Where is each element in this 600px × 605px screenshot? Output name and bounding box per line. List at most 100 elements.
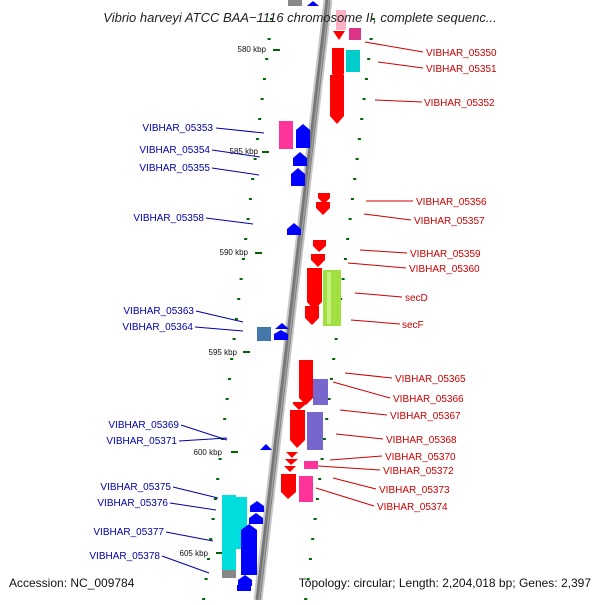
gene-arrow[interactable] [296, 124, 310, 148]
gene-feature[interactable] [222, 570, 236, 578]
gene-feature[interactable] [288, 0, 302, 6]
gene-feature[interactable] [346, 50, 360, 72]
gene-arrow[interactable] [332, 48, 344, 80]
gene-arrow[interactable] [286, 452, 298, 458]
guide-dot [241, 258, 245, 260]
scale-label: 605 kbp [180, 549, 209, 558]
gene-arrow[interactable] [330, 75, 344, 124]
gene-label[interactable]: VIBHAR_05363 [123, 306, 194, 317]
gene-arrow[interactable] [284, 466, 296, 472]
gene-feature[interactable] [279, 121, 293, 149]
gene-arrow[interactable] [287, 223, 301, 235]
gene-label[interactable]: VIBHAR_05367 [390, 411, 461, 422]
gene-label[interactable]: VIBHAR_05353 [142, 123, 213, 134]
guide-dot [362, 98, 366, 100]
guide-dot [325, 418, 329, 420]
gene-label[interactable]: VIBHAR_05366 [393, 394, 464, 405]
gene-label[interactable]: VIBHAR_05370 [385, 452, 456, 463]
gene-arrow[interactable] [293, 152, 307, 166]
guide-dot [260, 98, 264, 100]
gene-label[interactable]: VIBHAR_05354 [139, 145, 210, 156]
guide-dot [327, 398, 331, 400]
gene-label[interactable]: secD [405, 293, 428, 304]
gene-arrow[interactable] [305, 306, 319, 325]
gene-arrow[interactable] [313, 240, 326, 252]
accession-text: Accession: NC_009784 [9, 576, 135, 590]
gene-arrow[interactable] [291, 168, 305, 186]
gene-feature[interactable] [237, 585, 251, 591]
guide-dot [346, 238, 350, 240]
gene-label[interactable]: VIBHAR_05350 [426, 48, 497, 59]
gene-arrow[interactable] [307, 1, 319, 6]
gene-arrow[interactable] [307, 268, 322, 310]
gene-arrow[interactable] [299, 360, 313, 405]
gene-feature[interactable] [336, 10, 346, 30]
guide-dot [211, 518, 215, 520]
gene-feature[interactable] [222, 495, 236, 575]
gene-feature[interactable] [257, 327, 271, 341]
guide-dot [355, 158, 359, 160]
forward-strand-features [281, 10, 361, 502]
gene-label[interactable]: VIBHAR_05364 [122, 322, 193, 333]
gene-label[interactable]: VIBHAR_05372 [383, 466, 454, 477]
gene-arrow[interactable] [316, 202, 330, 215]
gene-label[interactable]: VIBHAR_05373 [379, 485, 450, 496]
gene-label[interactable]: VIBHAR_05377 [93, 527, 164, 538]
guide-dot [360, 118, 364, 120]
topology-summary: Topology: circular; Length: 2,204,018 bp… [298, 576, 591, 590]
gene-feature[interactable] [299, 476, 313, 502]
gene-label[interactable]: secF [402, 320, 424, 331]
gene-arrow[interactable] [275, 323, 289, 329]
guide-dot [265, 58, 269, 60]
gene-label[interactable]: VIBHAR_05376 [97, 498, 168, 509]
guide-dot [357, 138, 361, 140]
guide-dot [304, 598, 308, 600]
gene-label[interactable]: VIBHAR_05352 [424, 98, 495, 109]
gene-arrow[interactable] [290, 410, 305, 448]
guide-dot [367, 58, 371, 60]
gene-feature[interactable] [323, 270, 341, 326]
guide-dot [216, 478, 220, 480]
guide-dot [267, 38, 271, 40]
guide-dot [320, 458, 324, 460]
guide-dot [223, 418, 227, 420]
gene-arrow[interactable] [318, 193, 330, 204]
gene-label[interactable]: VIBHAR_05358 [133, 213, 204, 224]
gene-arrow[interactable] [293, 402, 306, 410]
gene-arrow[interactable] [250, 501, 264, 512]
gene-label[interactable]: VIBHAR_05378 [89, 551, 160, 562]
gene-arrow[interactable] [274, 330, 288, 340]
gene-label[interactable]: VIBHAR_05355 [139, 163, 210, 174]
guide-dot [230, 358, 234, 360]
gene-label[interactable]: VIBHAR_05360 [409, 264, 480, 275]
gene-arrow[interactable] [241, 524, 257, 575]
gene-arrow[interactable] [285, 459, 298, 465]
guide-dot [234, 318, 238, 320]
guide-dot [313, 518, 317, 520]
gene-label[interactable]: VIBHAR_05375 [100, 482, 171, 493]
gene-label[interactable]: VIBHAR_05357 [414, 216, 485, 227]
gene-feature[interactable] [307, 412, 323, 450]
gene-label[interactable]: VIBHAR_05374 [377, 502, 448, 513]
gene-arrow[interactable] [249, 513, 263, 524]
gene-label[interactable]: VIBHAR_05365 [395, 374, 466, 385]
gene-label[interactable]: VIBHAR_05351 [426, 64, 497, 75]
gene-feature[interactable] [304, 461, 318, 469]
gene-arrow[interactable] [311, 254, 325, 267]
guide-dot [209, 538, 213, 540]
gene-label[interactable]: VIBHAR_05359 [410, 249, 481, 260]
gene-arrow[interactable] [281, 474, 296, 499]
gene-label[interactable]: VIBHAR_05371 [106, 436, 177, 447]
gene-feature[interactable] [349, 28, 361, 40]
gene-label[interactable]: VIBHAR_05356 [416, 197, 487, 208]
gene-arrow[interactable] [260, 444, 272, 450]
gene-label[interactable]: VIBHAR_05368 [386, 435, 457, 446]
gene-label[interactable]: VIBHAR_05369 [108, 420, 179, 431]
gene-feature[interactable] [313, 379, 328, 405]
gene-arrow[interactable] [333, 31, 345, 40]
guide-dot [332, 358, 336, 360]
reverse-strand-features [222, 0, 319, 591]
gene-arrow[interactable] [238, 575, 252, 586]
guide-dot [246, 218, 250, 220]
